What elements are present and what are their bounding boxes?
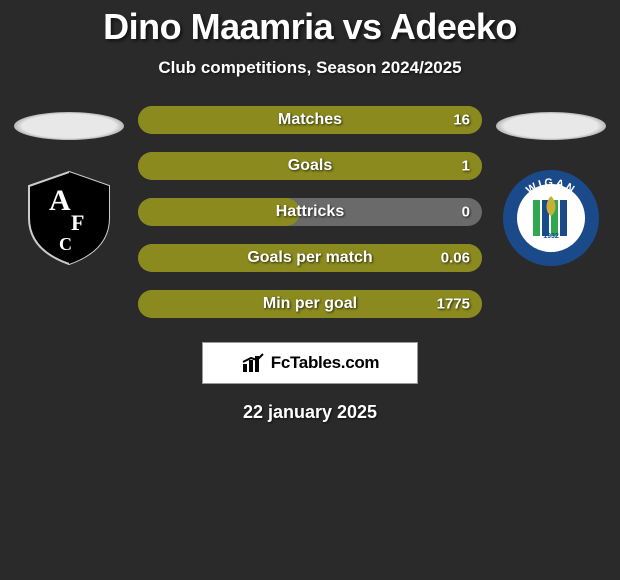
svg-text:A: A	[49, 184, 71, 217]
brand-box[interactable]: FcTables.com	[202, 342, 418, 384]
page-title: Dino Maamria vs Adeeko	[0, 6, 620, 48]
stats-column: Matches 16 Goals 1 Hattricks 0 Goals per match…	[134, 106, 486, 318]
stat-bar: Hattricks 0	[138, 198, 482, 226]
stat-value-right: 16	[453, 112, 470, 129]
player-silhouette-right	[496, 112, 606, 140]
stat-label: Min per goal	[263, 295, 357, 313]
stat-value-right: 1	[462, 158, 470, 175]
stat-bar: Goals 1	[138, 152, 482, 180]
svg-text:C: C	[59, 234, 72, 254]
crest-left-svg: A F C	[19, 168, 119, 268]
stat-label: Matches	[278, 111, 342, 129]
stat-bar: Min per goal 1775	[138, 290, 482, 318]
comparison-card: Dino Maamria vs Adeeko Club competitions…	[0, 0, 620, 423]
left-player-col: A F C	[4, 106, 134, 268]
stat-value-right: 0	[462, 204, 470, 221]
crest-right-svg: WIGAN ATHLETIC 1932	[501, 168, 601, 268]
svg-text:1932: 1932	[543, 233, 559, 240]
stat-label: Hattricks	[276, 203, 344, 221]
right-player-col: WIGAN ATHLETIC 1932	[486, 106, 616, 268]
player-silhouette-left	[14, 112, 124, 140]
svg-text:F: F	[71, 210, 84, 235]
chart-icon	[241, 352, 267, 374]
stat-label: Goals	[288, 157, 332, 175]
stat-value-right: 1775	[437, 296, 470, 313]
brand-label: FcTables.com	[271, 353, 380, 373]
wigan-crest: WIGAN ATHLETIC 1932	[501, 168, 601, 268]
stat-bar: Matches 16	[138, 106, 482, 134]
stat-label: Goals per match	[247, 249, 372, 267]
main-row: A F C Matches 16 Goals 1 Hattricks 0 Goals per…	[0, 106, 620, 318]
stat-bar: Goals per match 0.06	[138, 244, 482, 272]
academica-crest: A F C	[19, 168, 119, 268]
date-line: 22 january 2025	[0, 402, 620, 423]
subtitle: Club competitions, Season 2024/2025	[0, 58, 620, 78]
stat-value-right: 0.06	[441, 250, 470, 267]
